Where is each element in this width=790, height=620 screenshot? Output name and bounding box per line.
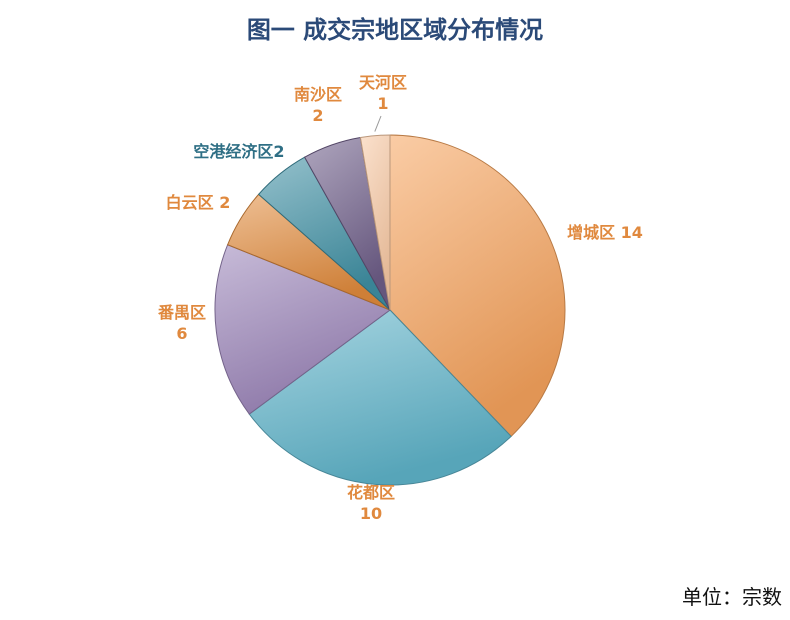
chart-title: 图一 成交宗地区域分布情况 xyxy=(246,15,544,44)
pie-slice-6 xyxy=(359,134,391,311)
pie-slice-0 xyxy=(389,134,566,438)
leader-lines xyxy=(374,115,382,132)
slice-label-5: 南沙区 2 xyxy=(294,85,342,125)
pie-slice-1 xyxy=(248,309,512,486)
slice-label-3: 白云区 2 xyxy=(166,193,231,212)
slice-label-0: 增城区 14 xyxy=(567,223,643,242)
slice-label-6: 天河区 1 xyxy=(359,73,407,113)
leader-line-6 xyxy=(374,115,382,132)
slice-label-2: 番禺区 6 xyxy=(157,303,206,343)
pie-slices xyxy=(214,134,566,486)
slice-labels: 增城区 14 花都区 10 番禺区 6 白云区 2 空港经济区2 南沙区 2 天河区 1 xyxy=(157,73,643,523)
slice-label-1: 花都区 10 xyxy=(347,483,395,523)
unit-label: 单位：宗数 xyxy=(682,585,782,609)
pie-slice-2 xyxy=(214,244,392,415)
slice-label-4: 空港经济区2 xyxy=(193,142,284,161)
